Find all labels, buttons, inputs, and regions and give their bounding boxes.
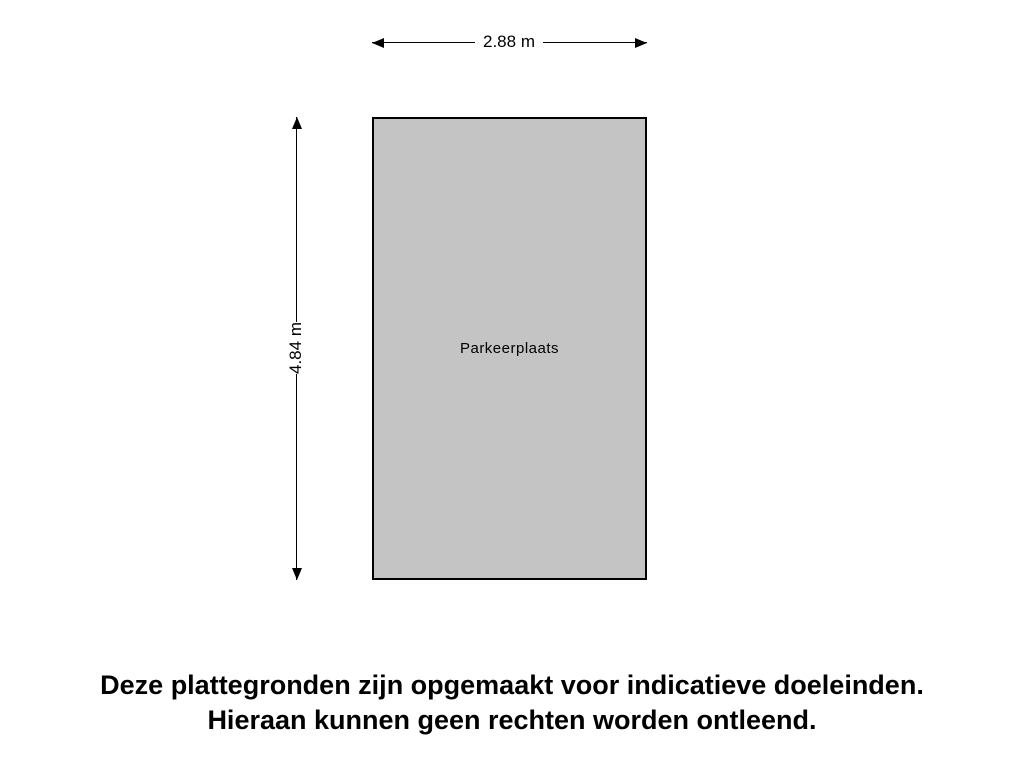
height-dimension-label: 4.84 m xyxy=(278,322,314,374)
parking-space-box: Parkeerplaats xyxy=(372,117,647,580)
height-arrow-down xyxy=(292,568,302,580)
room-label: Parkeerplaats xyxy=(460,340,559,357)
height-arrow-up xyxy=(292,117,302,129)
caption-line-2: Hieraan kunnen geen rechten worden ontle… xyxy=(0,705,1024,736)
width-arrow-left xyxy=(372,38,384,48)
caption-line-1: Deze plattegronden zijn opgemaakt voor i… xyxy=(0,670,1024,701)
width-dimension-label: 2.88 m xyxy=(475,32,543,52)
width-arrow-right xyxy=(635,38,647,48)
floorplan-diagram: Parkeerplaats 2.88 m 4.84 m Deze platteg… xyxy=(0,0,1024,768)
